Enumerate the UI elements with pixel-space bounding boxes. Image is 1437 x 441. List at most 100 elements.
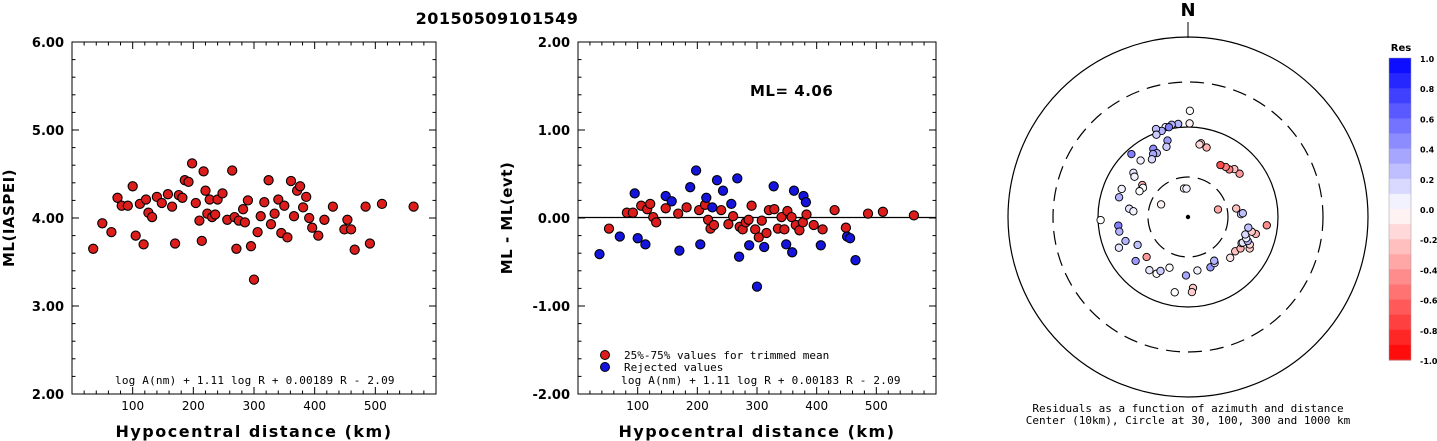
station-point (1131, 256, 1140, 266)
y-tick-label: 2.00 (32, 388, 64, 403)
station-point (1142, 252, 1151, 262)
magnitude-point-s0 (156, 197, 167, 209)
magnitude-point-s0 (162, 189, 174, 200)
x-tick-label: 200 (182, 399, 205, 413)
colorbar: Res 1.0 0.8 0.6 0.4 0.2 0.0 -0.2 -0.4 -0.6 -0.8 -1… (1388, 43, 1437, 366)
station-point (1096, 215, 1105, 225)
residual-point-s0 (723, 219, 734, 230)
formula-label: log A(nm) + 1.11 log R + 0.00189 R - 2.0… (115, 374, 395, 387)
station-point (1135, 187, 1144, 196)
colorbar-cell (1389, 284, 1411, 301)
colorbar-tick-label: 0.8 (1420, 85, 1435, 94)
magnitude-point-s0 (186, 158, 198, 169)
colorbar-cell (1389, 344, 1411, 361)
station-point (1213, 205, 1223, 214)
station-point (1185, 106, 1195, 115)
residual-point-s0 (727, 211, 739, 222)
y-tick-label: 2.00 (538, 36, 570, 51)
y-tick-label: 5.00 (32, 124, 64, 139)
magnitude-distance-panel: 100 200 300 400 500 2.00 3.00 4.00 5.00 6.00 ML(I… (0, 36, 437, 441)
colorbar-cell (1389, 118, 1411, 134)
station-residuals (1096, 106, 1271, 297)
station-point (1165, 263, 1174, 272)
residual-point-s1 (850, 255, 861, 266)
colorbar-cell (1389, 193, 1411, 210)
station-point (1164, 123, 1174, 132)
magnitude-point-s0 (88, 243, 99, 254)
station-point (1114, 243, 1124, 252)
magnitude-point-s0 (252, 226, 263, 238)
residual-point-s1 (726, 198, 737, 210)
station-point (1136, 156, 1145, 165)
colorbar-tick-label: 0.4 (1420, 146, 1435, 155)
magnitude-point-s0 (97, 218, 108, 229)
magnitude-point-s0 (146, 211, 158, 223)
residual-point-s1 (844, 233, 856, 244)
magnitude-point-s0 (194, 215, 205, 226)
magnitude-point-s0 (376, 198, 388, 210)
magnitude-point-s0 (349, 244, 360, 255)
station-point (1244, 223, 1253, 232)
colorbar-cell (1389, 148, 1411, 165)
residual-point-s1 (614, 231, 625, 242)
residual-point-s1 (666, 196, 677, 207)
x-tick-label: 100 (626, 399, 649, 413)
residual-point-s0 (817, 224, 828, 235)
colorbar-tick-label: 0.2 (1420, 176, 1434, 185)
station-point (1238, 209, 1247, 218)
polar-caption-line1: Residuals as a function of azimuth and d… (1032, 402, 1343, 415)
residual-point-s1 (707, 202, 718, 213)
residual-point-s1 (685, 182, 696, 193)
residual-point-s1 (701, 192, 712, 203)
colorbar-cell (1389, 88, 1411, 104)
residual-point-s1 (788, 185, 800, 196)
y-tick-label: 3.00 (32, 300, 64, 315)
y-axis-label: ML - ML(evt) (498, 162, 516, 274)
x-axis-label: Hypocentral distance (km) (618, 422, 895, 441)
colorbar-cell (1389, 178, 1411, 195)
residual-point-s1 (751, 281, 763, 292)
station-point (1187, 287, 1197, 297)
y-tick-label: -1.00 (533, 300, 570, 315)
colorbar-cell (1389, 239, 1411, 255)
station-point (1216, 160, 1225, 170)
residual-point-s1 (800, 197, 812, 208)
magnitude-point-s0 (112, 192, 123, 203)
magnitude-point-s0 (196, 235, 207, 247)
station-point (1162, 142, 1171, 151)
magnitude-point-s0 (248, 274, 260, 285)
magnitude-point-s0 (319, 214, 330, 225)
legend-label-trimmed: 25%-75% values for trimmed mean (624, 349, 829, 362)
x-axis-label: Hypocentral distance (km) (115, 422, 392, 441)
residual-point-s1 (733, 251, 745, 262)
residual-point-s0 (716, 204, 727, 216)
station-point (1117, 184, 1126, 194)
magnitude-point-s0 (313, 230, 324, 241)
station-point (1130, 172, 1139, 181)
colorbar-tick-label: -1.0 (1420, 357, 1437, 366)
y-axis-label: ML(IASPEI) (0, 169, 18, 267)
station-point (1156, 200, 1166, 209)
magnitude-point-s0 (297, 202, 309, 213)
magnitude-point-s0 (183, 176, 194, 188)
y-tick-label: 1.00 (538, 124, 570, 139)
magnitude-point-s0 (227, 165, 238, 176)
colorbar-cell (1389, 254, 1411, 270)
residual-point-s1 (759, 241, 770, 253)
station-point (1147, 155, 1157, 164)
ring-30km (1147, 176, 1229, 258)
magnitude-point-s0 (210, 209, 221, 220)
magnitude-point-s0 (360, 201, 371, 212)
magnitude-point-s0 (327, 201, 339, 212)
y-tick-label: 4.00 (32, 212, 64, 227)
x-tick-label: 200 (686, 399, 709, 413)
colorbar-cells (1388, 57, 1412, 361)
residual-point-s0 (673, 208, 684, 219)
station-point (1202, 143, 1211, 152)
axis-ticks: 100 200 300 400 500 2.00 3.00 4.00 5.00 6.00 (32, 36, 436, 413)
station-point (1193, 266, 1202, 275)
magnitude-point-s0 (288, 211, 300, 222)
plot-frame (71, 41, 437, 395)
residual-point-s0 (660, 203, 671, 214)
residual-point-s1 (768, 181, 779, 192)
